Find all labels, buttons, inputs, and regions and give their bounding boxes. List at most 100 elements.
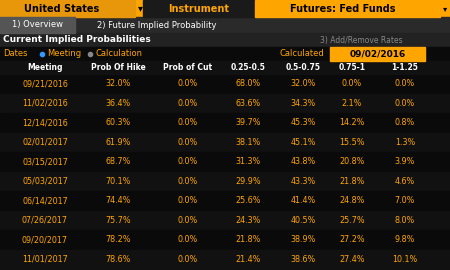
Text: 0.5-0.75: 0.5-0.75 xyxy=(285,63,320,72)
Text: 0.25-0.5: 0.25-0.5 xyxy=(230,63,266,72)
Text: 0.8%: 0.8% xyxy=(395,118,415,127)
Text: Current Implied Probabilities: Current Implied Probabilities xyxy=(3,35,151,45)
Text: ▾: ▾ xyxy=(138,4,143,14)
Text: 0.75-1: 0.75-1 xyxy=(338,63,365,72)
Text: 1.3%: 1.3% xyxy=(395,138,415,147)
Text: 1) Overview: 1) Overview xyxy=(12,21,63,29)
Text: 09/20/2017: 09/20/2017 xyxy=(22,235,68,244)
Text: 0.0%: 0.0% xyxy=(342,79,362,88)
Bar xyxy=(0,17,450,33)
Text: 78.6%: 78.6% xyxy=(105,255,130,264)
Text: 0.0%: 0.0% xyxy=(178,196,198,205)
Text: 3.9%: 3.9% xyxy=(395,157,415,166)
Text: 32.0%: 32.0% xyxy=(290,79,316,88)
Bar xyxy=(330,47,425,61)
Text: 36.4%: 36.4% xyxy=(105,99,130,108)
Bar xyxy=(0,17,75,33)
Text: 24.8%: 24.8% xyxy=(339,196,365,205)
Text: 05/03/2017: 05/03/2017 xyxy=(22,177,68,186)
Text: 24.3%: 24.3% xyxy=(235,216,261,225)
Bar xyxy=(0,171,450,191)
Text: 14.2%: 14.2% xyxy=(339,118,365,127)
Bar xyxy=(0,113,450,133)
Bar xyxy=(0,191,450,211)
Text: 34.3%: 34.3% xyxy=(290,99,315,108)
Bar xyxy=(0,33,450,47)
Bar xyxy=(0,47,450,61)
Text: 75.7%: 75.7% xyxy=(105,216,131,225)
Text: 63.6%: 63.6% xyxy=(235,99,261,108)
Text: 38.6%: 38.6% xyxy=(290,255,315,264)
Text: 27.4%: 27.4% xyxy=(339,255,365,264)
Text: United States: United States xyxy=(24,4,99,14)
Text: 0.0%: 0.0% xyxy=(178,157,198,166)
Text: 12/14/2016: 12/14/2016 xyxy=(22,118,68,127)
Text: 68.0%: 68.0% xyxy=(235,79,261,88)
Text: 60.3%: 60.3% xyxy=(105,118,130,127)
Bar xyxy=(143,0,255,17)
Text: 2.1%: 2.1% xyxy=(342,99,362,108)
Text: 3) Add/Remove Rates: 3) Add/Remove Rates xyxy=(320,35,403,45)
Text: 61.9%: 61.9% xyxy=(105,138,130,147)
Text: 0.0%: 0.0% xyxy=(395,99,415,108)
Text: 0.0%: 0.0% xyxy=(395,79,415,88)
Text: Dates: Dates xyxy=(3,49,27,59)
Text: 25.7%: 25.7% xyxy=(339,216,365,225)
Text: 07/26/2017: 07/26/2017 xyxy=(22,216,68,225)
Text: 39.7%: 39.7% xyxy=(235,118,261,127)
Text: 31.3%: 31.3% xyxy=(235,157,261,166)
Text: 43.8%: 43.8% xyxy=(290,157,315,166)
Text: 70.1%: 70.1% xyxy=(105,177,130,186)
Text: 15.5%: 15.5% xyxy=(339,138,365,147)
Bar xyxy=(0,133,450,152)
Bar xyxy=(0,211,450,230)
Text: 68.7%: 68.7% xyxy=(105,157,130,166)
Text: 0.0%: 0.0% xyxy=(178,216,198,225)
Text: 0.0%: 0.0% xyxy=(178,79,198,88)
Text: 21.8%: 21.8% xyxy=(339,177,365,186)
Text: 20.8%: 20.8% xyxy=(339,157,365,166)
Text: ▾: ▾ xyxy=(443,4,447,13)
Text: 10.1%: 10.1% xyxy=(392,255,418,264)
Text: 1-1.25: 1-1.25 xyxy=(392,63,418,72)
Text: 78.2%: 78.2% xyxy=(105,235,131,244)
Bar xyxy=(0,74,450,93)
Text: Prob of Cut: Prob of Cut xyxy=(163,63,212,72)
Text: 0.0%: 0.0% xyxy=(178,99,198,108)
Text: 29.9%: 29.9% xyxy=(235,177,261,186)
Text: 09/21/2016: 09/21/2016 xyxy=(22,79,68,88)
Bar xyxy=(0,230,450,249)
Text: 25.6%: 25.6% xyxy=(235,196,261,205)
Text: 45.3%: 45.3% xyxy=(290,118,316,127)
Text: 45.1%: 45.1% xyxy=(290,138,316,147)
Bar xyxy=(0,93,450,113)
Text: 8.0%: 8.0% xyxy=(395,216,415,225)
Text: Futures: Fed Funds: Futures: Fed Funds xyxy=(290,4,396,14)
Text: 40.5%: 40.5% xyxy=(290,216,316,225)
Text: 0.0%: 0.0% xyxy=(178,118,198,127)
Text: 0.0%: 0.0% xyxy=(178,177,198,186)
Text: Meeting: Meeting xyxy=(27,63,63,72)
Text: 11/01/2017: 11/01/2017 xyxy=(22,255,68,264)
Text: Calculation: Calculation xyxy=(95,49,142,59)
Text: 21.8%: 21.8% xyxy=(235,235,261,244)
Text: 4.6%: 4.6% xyxy=(395,177,415,186)
Text: 03/15/2017: 03/15/2017 xyxy=(22,157,68,166)
Text: 32.0%: 32.0% xyxy=(105,79,130,88)
Text: 7.0%: 7.0% xyxy=(395,196,415,205)
Bar xyxy=(0,0,135,17)
Bar xyxy=(0,0,450,17)
Text: 06/14/2017: 06/14/2017 xyxy=(22,196,68,205)
Bar xyxy=(0,249,450,269)
Text: 0.0%: 0.0% xyxy=(178,235,198,244)
Text: Prob Of Hike: Prob Of Hike xyxy=(90,63,145,72)
Text: 38.1%: 38.1% xyxy=(235,138,261,147)
Bar xyxy=(255,0,440,17)
Text: 21.4%: 21.4% xyxy=(235,255,261,264)
Text: 0.0%: 0.0% xyxy=(178,138,198,147)
Text: 27.2%: 27.2% xyxy=(339,235,365,244)
Text: 0.0%: 0.0% xyxy=(178,255,198,264)
Text: 09/02/2016: 09/02/2016 xyxy=(349,49,405,59)
Text: 2) Future Implied Probability: 2) Future Implied Probability xyxy=(97,21,217,29)
Text: 74.4%: 74.4% xyxy=(105,196,130,205)
